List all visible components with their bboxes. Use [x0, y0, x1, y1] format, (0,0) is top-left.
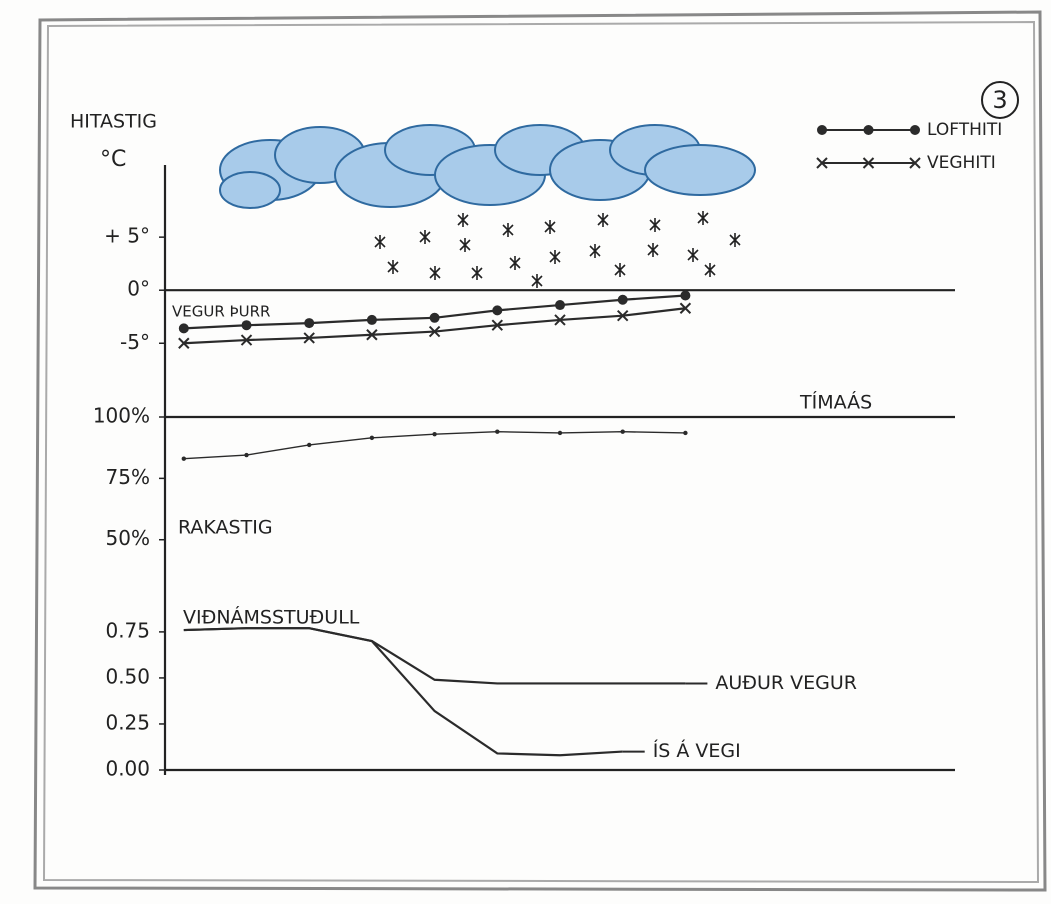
legend-marker — [864, 125, 874, 135]
point — [244, 453, 248, 457]
legend-label: AUÐUR VEGUR — [715, 672, 857, 694]
chart-title: RAKASTIG — [178, 517, 273, 539]
point — [618, 295, 628, 305]
y-tick-label: 100% — [93, 404, 150, 428]
point — [179, 323, 189, 333]
y-tick-label: 0.50 — [105, 664, 150, 688]
point — [680, 291, 690, 301]
point — [304, 318, 314, 328]
point — [683, 431, 687, 435]
point — [307, 443, 311, 447]
chart-title: HITASTIG — [70, 111, 157, 133]
y-tick-label: 75% — [106, 465, 150, 489]
point — [367, 315, 377, 325]
annotation: VEGUR ÞURR — [172, 303, 270, 321]
point — [430, 313, 440, 323]
point — [620, 430, 624, 434]
x-axis-label: TÍMAÁS — [799, 391, 872, 414]
legend-label: VEGHITI — [927, 153, 996, 173]
point — [370, 436, 374, 440]
y-tick-label: 0.75 — [105, 618, 150, 642]
y-tick-label: -5° — [120, 330, 150, 354]
y-tick-label: + 5° — [104, 224, 150, 248]
legend-marker — [817, 125, 827, 135]
y-unit: °C — [100, 147, 126, 172]
y-tick-label: 0.25 — [105, 710, 150, 734]
point — [495, 430, 499, 434]
y-tick-label: 0.00 — [105, 757, 150, 781]
chart-title: VIÐNÁMSSTUÐULL — [183, 606, 360, 629]
panel-number: 3 — [992, 86, 1007, 114]
point — [555, 300, 565, 310]
legend-label: ÍS Á VEGI — [653, 739, 741, 762]
y-tick-label: 50% — [106, 526, 150, 550]
sketch: 3 + 5° 0° -5° HITASTIG °C VEGUR ÞURR TÍMAÁS LOF… — [0, 0, 1051, 904]
point — [558, 431, 562, 435]
point — [492, 305, 502, 315]
legend-marker — [910, 125, 920, 135]
y-tick-label: 0° — [127, 277, 150, 301]
point — [242, 320, 252, 330]
point — [182, 457, 186, 461]
point — [432, 432, 436, 436]
legend-label: LOFTHITI — [927, 120, 1002, 140]
